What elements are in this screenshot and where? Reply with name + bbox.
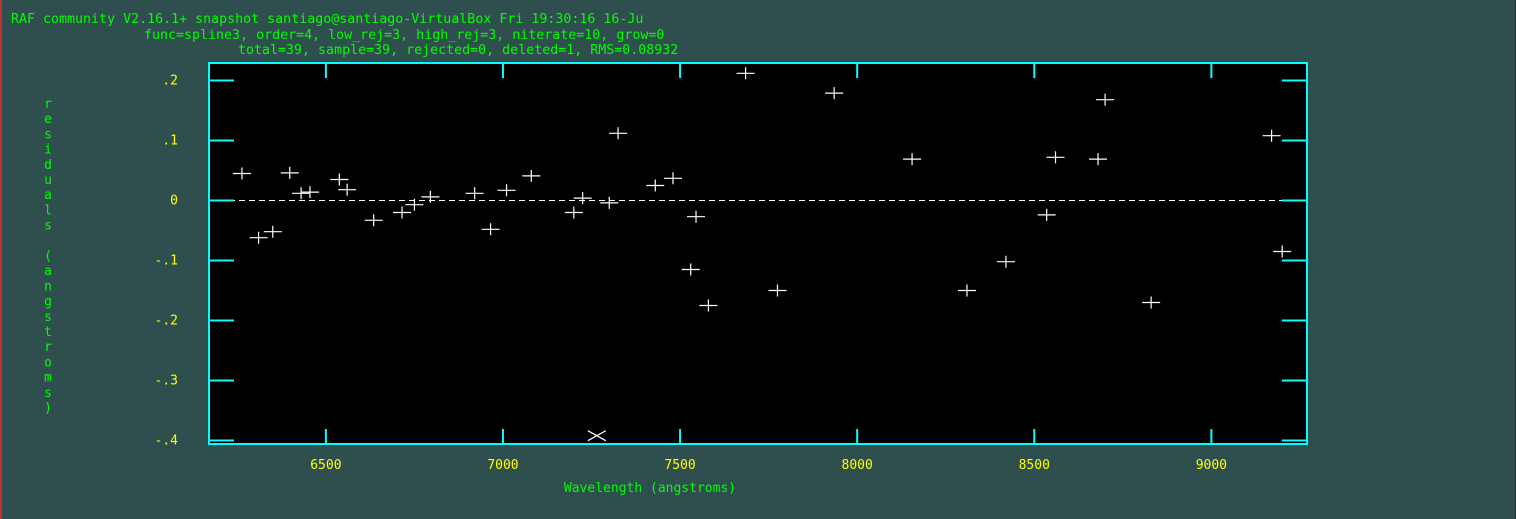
data-point[interactable]: [1037, 208, 1056, 221]
data-point[interactable]: [825, 87, 844, 100]
data-point[interactable]: [364, 214, 383, 227]
data-point[interactable]: [249, 231, 268, 244]
data-point[interactable]: [393, 206, 412, 219]
plot-title-line-1: RAF community V2.16.1+ snapshot santiago…: [11, 12, 644, 27]
data-point[interactable]: [1096, 93, 1115, 106]
plot-area[interactable]: [209, 63, 1307, 444]
x-tick-label: 9000: [1196, 458, 1227, 473]
data-point[interactable]: [736, 67, 755, 80]
data-point[interactable]: [232, 167, 251, 180]
window-left-edge: [0, 0, 2, 519]
data-point[interactable]: [465, 187, 484, 200]
y-tick-label: -.3: [155, 374, 178, 389]
data-point[interactable]: [903, 153, 922, 166]
y-tick-label: .2: [162, 74, 178, 89]
x-tick-label: 6500: [310, 458, 341, 473]
x-tick-label: 7500: [664, 458, 695, 473]
data-point[interactable]: [600, 196, 619, 209]
data-point[interactable]: [1089, 153, 1108, 166]
data-point[interactable]: [609, 127, 628, 140]
y-tick-label: -.2: [155, 314, 178, 329]
data-point[interactable]: [330, 173, 349, 186]
plot-title-line-2: func=spline3, order=4, low_rej=3, high_r…: [144, 28, 665, 43]
data-point[interactable]: [405, 198, 424, 211]
data-point[interactable]: [699, 299, 718, 312]
data-point[interactable]: [646, 179, 665, 192]
y-tick-label: .1: [162, 134, 178, 149]
x-tick-label: 8500: [1019, 458, 1050, 473]
data-point[interactable]: [421, 190, 440, 203]
data-point[interactable]: [481, 223, 500, 236]
data-point[interactable]: [564, 206, 583, 219]
data-point[interactable]: [522, 169, 541, 182]
data-point[interactable]: [681, 263, 700, 276]
data-point[interactable]: [957, 284, 976, 297]
data-point[interactable]: [1262, 129, 1281, 142]
x-axis-label: Wavelength (angstroms): [564, 481, 736, 496]
deleted-point[interactable]: [587, 430, 607, 442]
data-point[interactable]: [292, 187, 311, 200]
data-point[interactable]: [1046, 151, 1065, 164]
data-point[interactable]: [573, 192, 592, 205]
y-tick-label: -.1: [155, 254, 178, 269]
x-tick-label: 8000: [842, 458, 873, 473]
data-point[interactable]: [338, 183, 357, 196]
data-point[interactable]: [1142, 296, 1161, 309]
data-point[interactable]: [263, 225, 282, 238]
y-tick-label: -.4: [155, 434, 179, 449]
data-point[interactable]: [280, 166, 299, 179]
plot-frame: [208, 62, 1308, 445]
data-point[interactable]: [768, 284, 787, 297]
data-point[interactable]: [687, 210, 706, 223]
x-tick-label: 7000: [487, 458, 518, 473]
data-point[interactable]: [300, 186, 319, 199]
y-tick-label: 0: [170, 194, 178, 209]
plot-title-line-3: total=39, sample=39, rejected=0, deleted…: [238, 43, 679, 58]
data-point[interactable]: [497, 184, 516, 197]
data-point[interactable]: [663, 172, 682, 185]
data-point[interactable]: [996, 255, 1015, 268]
data-point[interactable]: [1273, 245, 1292, 258]
